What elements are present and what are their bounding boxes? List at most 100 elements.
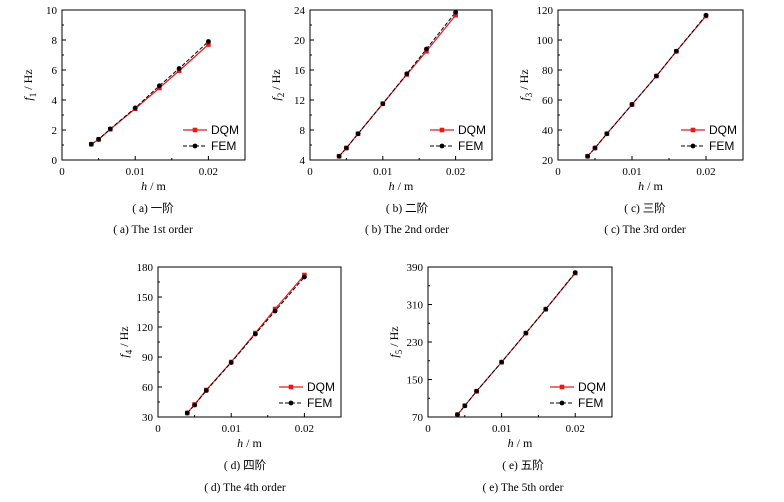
y-axis-label: f3 / Hz (517, 69, 534, 100)
fem-point (107, 126, 113, 132)
y-axis-subscript: 1 (28, 93, 38, 98)
y-axis-symbol: f (117, 353, 131, 358)
y-tick-label: 100 (537, 35, 554, 47)
fem-point (592, 145, 598, 151)
plot-frame (557, 9, 744, 161)
dqm-point (206, 42, 211, 47)
y-axis-label: f2 / Hz (269, 69, 286, 100)
legend-fem-label: FEM (709, 139, 734, 153)
fem-point (462, 403, 468, 409)
y-tick-label: 70 (412, 412, 424, 424)
y-tick-label: 20 (294, 35, 306, 47)
x-tick-label: 0.02 (696, 166, 715, 178)
x-tick-label: 0 (155, 423, 161, 435)
fem-point (272, 308, 278, 314)
fem-point (96, 136, 101, 142)
x-tick-label: 0.01 (222, 423, 241, 435)
fem-point (302, 274, 307, 280)
fem-point (228, 360, 234, 365)
fem-point (572, 270, 578, 276)
fem-point (203, 388, 209, 393)
legend-dqm-marker (439, 127, 445, 133)
y-axis-label: f5 / Hz (387, 326, 404, 357)
fem-point (380, 101, 386, 107)
x-tick-label: 0 (307, 166, 313, 178)
dqm-point (453, 12, 458, 18)
x-axis-symbol: h (389, 179, 395, 193)
x-tick-label: 0.02 (295, 423, 314, 435)
y-tick-label: 310 (407, 300, 424, 312)
y-axis-subscript: 5 (394, 349, 404, 354)
y-tick-label: 20 (542, 155, 554, 167)
caption-cn: ( c) 三阶 (624, 201, 666, 215)
legend-dqm-marker (559, 384, 565, 390)
y-tick-label: 40 (542, 125, 554, 137)
fem-point (336, 153, 342, 159)
legend-dqm-label: DQM (709, 123, 737, 137)
x-tick-label: 0 (425, 423, 431, 435)
y-axis-symbol: f (517, 96, 531, 101)
x-axis-label: h / m (389, 179, 414, 193)
caption-cn: ( d) 四阶 (224, 458, 267, 472)
chart-panel-4: 30 60 90 120 150 180 0 0.01 0.02 h / m f4 / Hz DQM FEM… (117, 262, 342, 494)
y-tick-label: 120 (137, 322, 154, 334)
legend-fem-marker (192, 143, 198, 149)
legend-dqm-marker (690, 127, 696, 133)
fem-point (132, 105, 138, 111)
legend-fem-label: FEM (307, 396, 332, 410)
legend-dqm-marker (288, 384, 294, 390)
x-axis-unit: / m (398, 179, 414, 193)
y-axis-unit: / Hz (117, 326, 131, 346)
x-tick-label: 0 (59, 166, 65, 178)
y-tick-label: 90 (142, 352, 154, 364)
fem-point (523, 330, 529, 336)
x-tick-label: 0.02 (199, 166, 218, 178)
fem-point (252, 331, 258, 337)
caption-cn: ( b) 二阶 (386, 201, 429, 215)
y-axis-unit: / Hz (21, 69, 35, 89)
y-tick-label: 150 (407, 375, 424, 387)
x-tick-label: 0.01 (492, 423, 511, 435)
fem-point (404, 71, 410, 77)
x-axis-symbol: h (508, 436, 514, 450)
legend-dqm-label: DQM (578, 380, 606, 394)
x-tick-label: 0.01 (373, 166, 392, 178)
x-axis-label: h / m (508, 436, 533, 450)
y-axis-subscript: 4 (124, 349, 134, 354)
fem-point (344, 145, 349, 151)
x-axis-label: h / m (237, 436, 262, 450)
fem-point (455, 412, 460, 418)
x-axis-symbol: h (237, 436, 243, 450)
chart-panel-3: 20 40 60 80 100 120 0 0.01 0.02 h / m f3 / Hz DQM FEM (… (517, 5, 744, 236)
fem-point (499, 359, 504, 365)
y-tick-label: 8 (52, 35, 58, 47)
y-axis-subscript: 2 (276, 93, 286, 98)
x-tick-label: 0.01 (126, 166, 145, 178)
legend-fem-marker (559, 400, 565, 406)
legend-dqm-label: DQM (458, 123, 486, 137)
x-tick-label: 0.02 (566, 423, 585, 435)
fem-point (424, 46, 429, 52)
fem-point (156, 83, 162, 89)
y-tick-label: 150 (137, 292, 154, 304)
fem-point (474, 388, 479, 394)
y-axis-symbol: f (21, 96, 35, 101)
chart-panel-5: 70 150 230 310 390 0 0.01 0.02 h / m f5 / Hz DQM FEM (… (387, 262, 613, 494)
y-tick-label: 390 (407, 262, 424, 274)
caption-en: ( a) The 1st order (113, 224, 193, 236)
x-tick-label: 0 (555, 166, 561, 178)
x-axis-unit: / m (517, 436, 533, 450)
fem-point (88, 141, 94, 147)
plot-frame (427, 266, 613, 418)
y-tick-label: 230 (407, 337, 424, 349)
plot-frame (61, 9, 246, 161)
caption-en: ( e) The 5th order (483, 482, 564, 494)
fem-point (206, 39, 211, 44)
legend-fem-label: FEM (578, 396, 603, 410)
y-tick-label: 10 (46, 5, 58, 17)
fem-point (585, 153, 590, 159)
legend-fem-marker (439, 143, 445, 149)
y-tick-label: 12 (294, 95, 305, 107)
fem-point (604, 131, 610, 137)
